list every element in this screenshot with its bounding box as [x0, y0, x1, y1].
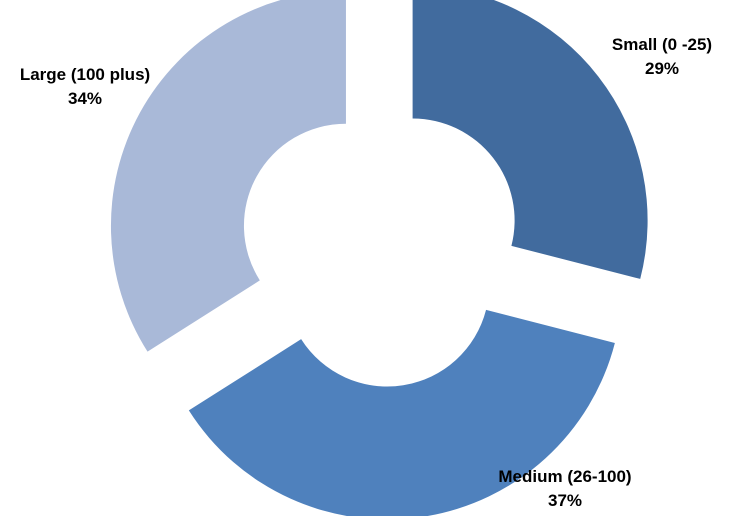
percent-label-large: 34% — [68, 89, 102, 108]
category-label-small: Small (0 -25) — [612, 35, 712, 54]
percent-label-small: 29% — [645, 59, 679, 78]
slice-medium — [188, 309, 615, 516]
category-label-medium: Medium (26-100) — [498, 467, 631, 486]
category-label-large: Large (100 plus) — [20, 65, 150, 84]
slice-small — [412, 0, 648, 279]
slice-large — [111, 0, 346, 352]
percent-label-medium: 37% — [548, 491, 582, 510]
